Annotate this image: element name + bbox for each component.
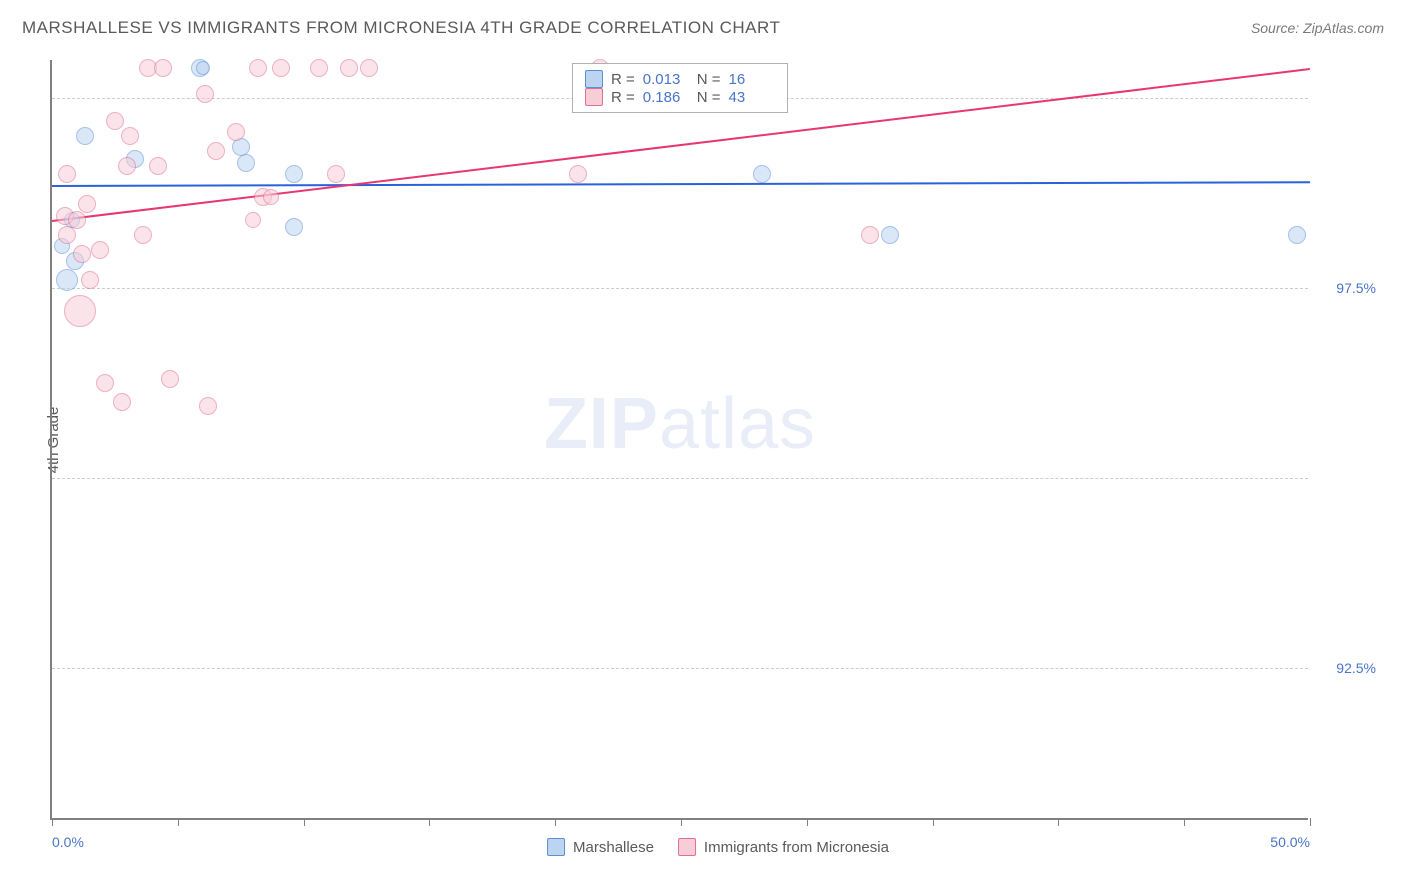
data-point [285, 165, 303, 183]
data-point [58, 226, 76, 244]
legend-item: Marshallese [547, 838, 654, 856]
data-point [272, 59, 290, 77]
data-point [121, 127, 139, 145]
data-point [161, 370, 179, 388]
data-point [285, 218, 303, 236]
legend-label: Marshallese [573, 839, 654, 856]
data-point [249, 59, 267, 77]
data-point [196, 85, 214, 103]
watermark: ZIPatlas [544, 383, 816, 465]
data-point [245, 212, 261, 228]
n-value: 43 [729, 89, 775, 106]
data-point [91, 241, 109, 259]
data-point [569, 165, 587, 183]
chart-container: 4th Grade ZIPatlas R =0.013N =16R =0.186… [50, 60, 1386, 820]
gridline [52, 478, 1308, 479]
gridline [52, 668, 1308, 669]
swatch [585, 88, 603, 106]
data-point [134, 226, 152, 244]
data-point [753, 165, 771, 183]
gridline [52, 288, 1308, 289]
legend-item: Immigrants from Micronesia [678, 838, 889, 856]
data-point [881, 226, 899, 244]
stats-box: R = 0.013 N = 16 R = 0.186 N = 43 [572, 63, 788, 113]
data-point [861, 226, 879, 244]
data-point [1288, 226, 1306, 244]
x-tick [429, 818, 430, 826]
x-tick [1310, 818, 1311, 826]
swatch [678, 838, 696, 856]
data-point [118, 157, 136, 175]
data-point [64, 295, 96, 327]
data-point [58, 165, 76, 183]
stat-row: R = 0.013 N = 16 [585, 70, 775, 88]
x-tick [681, 818, 682, 826]
data-point [73, 245, 91, 263]
r-value: 0.186 [643, 89, 689, 106]
x-tick [1058, 818, 1059, 826]
swatch [585, 70, 603, 88]
data-point [154, 59, 172, 77]
r-value: 0.013 [643, 71, 689, 88]
data-point [263, 189, 279, 205]
data-point [227, 123, 245, 141]
x-tick [555, 818, 556, 826]
x-tick [52, 818, 53, 826]
x-tick [178, 818, 179, 826]
data-point [149, 157, 167, 175]
data-point [96, 374, 114, 392]
x-tick [1184, 818, 1185, 826]
data-point [78, 195, 96, 213]
data-point [360, 59, 378, 77]
stat-row: R = 0.186 N = 43 [585, 88, 775, 106]
r-label: R = [611, 89, 635, 106]
source-label: Source: ZipAtlas.com [1251, 20, 1384, 36]
trend-line [52, 182, 1310, 188]
data-point [113, 393, 131, 411]
x-tick [807, 818, 808, 826]
data-point [340, 59, 358, 77]
x-tick [933, 818, 934, 826]
plot-area: ZIPatlas R =0.013N =16R =0.186N =43 92.5… [50, 60, 1308, 820]
r-label: R = [611, 71, 635, 88]
data-point [207, 142, 225, 160]
x-tick-label: 50.0% [1270, 834, 1310, 850]
bottom-legend: Marshallese Immigrants from Micronesia [547, 838, 889, 856]
data-point [81, 271, 99, 289]
n-label: N = [697, 71, 721, 88]
data-point [56, 269, 78, 291]
y-tick-label: 97.5% [1336, 280, 1376, 296]
n-label: N = [697, 89, 721, 106]
data-point [76, 127, 94, 145]
x-tick [304, 818, 305, 826]
x-tick-label: 0.0% [52, 834, 84, 850]
data-point [106, 112, 124, 130]
data-point [199, 397, 217, 415]
legend-label: Immigrants from Micronesia [704, 839, 889, 856]
data-point [310, 59, 328, 77]
data-point [327, 165, 345, 183]
n-value: 16 [729, 71, 775, 88]
data-point [196, 61, 210, 75]
y-tick-label: 92.5% [1336, 660, 1376, 676]
chart-title: MARSHALLESE VS IMMIGRANTS FROM MICRONESI… [22, 18, 780, 38]
header: MARSHALLESE VS IMMIGRANTS FROM MICRONESI… [0, 0, 1406, 38]
swatch [547, 838, 565, 856]
